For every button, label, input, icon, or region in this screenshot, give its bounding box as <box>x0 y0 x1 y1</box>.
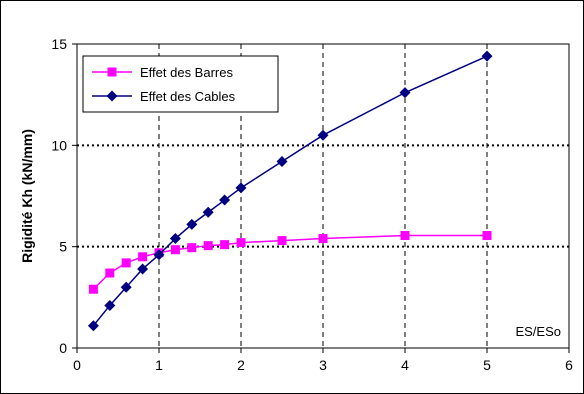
legend-marker <box>106 90 118 102</box>
gridlines <box>77 44 569 348</box>
legend-marker <box>107 67 117 77</box>
data-point <box>318 234 328 244</box>
data-point <box>400 231 410 241</box>
y-axis-title: Rigidité Kh (kN/mm) <box>19 129 35 263</box>
data-point <box>236 238 246 248</box>
data-point <box>104 299 116 311</box>
series-layer <box>87 50 493 332</box>
series-line <box>92 55 488 327</box>
data-point <box>482 231 492 241</box>
data-point <box>276 156 288 168</box>
y-tick-label: 15 <box>51 36 67 52</box>
data-point <box>187 243 197 253</box>
data-point <box>399 87 411 99</box>
x-tick-label: 3 <box>319 357 327 373</box>
data-point <box>170 245 180 255</box>
x-tick-label: 4 <box>401 357 409 373</box>
x-tick-label: 6 <box>565 357 573 373</box>
data-point <box>317 129 329 141</box>
data-point <box>186 218 198 230</box>
series-barres <box>88 231 492 294</box>
legend-item: Effet des Barres <box>92 65 233 80</box>
data-point <box>120 281 132 293</box>
data-point <box>138 252 148 262</box>
data-point <box>277 236 287 246</box>
x-tick-label: 2 <box>237 357 245 373</box>
legend-label: Effet des Barres <box>140 65 233 80</box>
data-point <box>235 182 247 194</box>
legend-box <box>82 55 279 113</box>
data-point <box>202 206 214 218</box>
legend-item: Effet des Cables <box>92 89 236 104</box>
legend: Effet des Barres Effet des Cables <box>82 55 279 113</box>
x-tick-label: 1 <box>155 357 163 373</box>
data-point <box>481 50 493 62</box>
series-cables <box>87 50 493 332</box>
y-tick-label: 5 <box>59 239 67 255</box>
legend-label: Effet des Cables <box>140 89 236 104</box>
data-point <box>169 233 181 245</box>
data-point <box>137 263 149 275</box>
y-tick-label: 10 <box>51 137 67 153</box>
data-point <box>105 268 115 278</box>
data-point <box>219 194 231 206</box>
data-point <box>153 249 165 261</box>
x-axis-annotation: ES/ESo <box>515 324 561 339</box>
data-point <box>88 284 98 294</box>
axis-ticks <box>72 43 570 353</box>
data-point <box>220 240 230 250</box>
x-tick-label: 0 <box>73 357 81 373</box>
tick-labels: 0 1 2 3 4 5 6 0 5 10 15 <box>51 36 573 373</box>
data-point <box>87 320 99 332</box>
x-tick-label: 5 <box>483 357 491 373</box>
y-tick-label: 0 <box>59 340 67 356</box>
data-point <box>121 258 131 268</box>
data-point <box>203 241 213 251</box>
